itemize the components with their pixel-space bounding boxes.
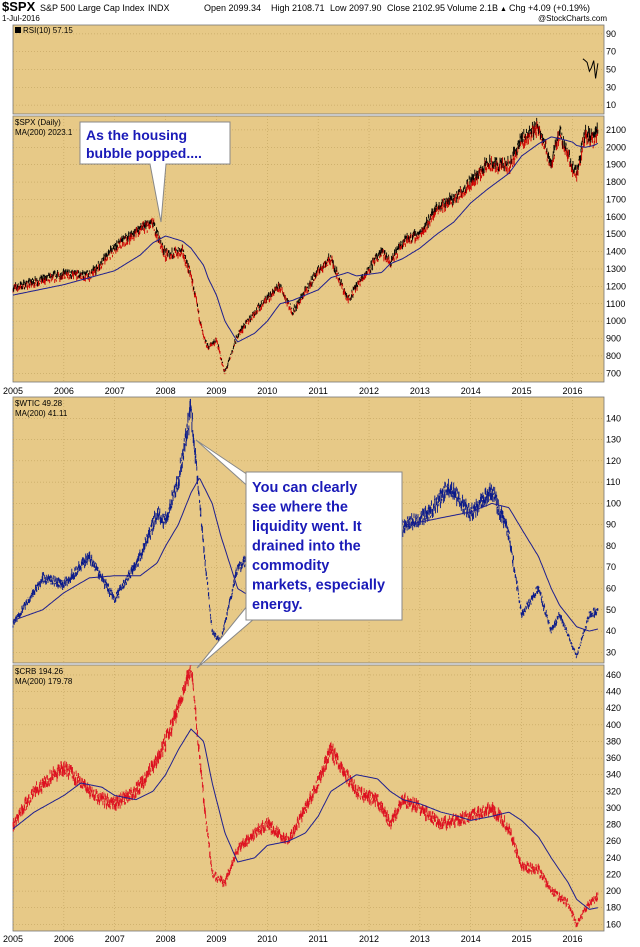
spx-y-tick-label: 1100 (606, 299, 625, 309)
wtic-y-tick-label: 40 (606, 626, 616, 636)
rsi-y-tick-label: 30 (606, 82, 616, 92)
crb-y-tick-label: 260 (606, 836, 621, 846)
crb-y-tick-label: 320 (606, 786, 621, 796)
wtic-y-tick-label: 80 (606, 541, 616, 551)
rsi-legend-swatch (15, 27, 21, 33)
spx-x-tick-label: 2007 (105, 386, 125, 396)
rsi-panel (12, 24, 605, 115)
rsi-y-tick-label: 50 (606, 65, 616, 75)
wtic-y-tick-label: 30 (606, 647, 616, 657)
spx-y-tick-label: 1500 (606, 229, 626, 239)
wtic-y-tick-label: 50 (606, 605, 616, 615)
header-change-arrow: ▲ (500, 6, 507, 13)
wtic-y-tick-label: 140 (606, 413, 621, 423)
wtic-legend-price: $WTIC 49.28 (15, 399, 63, 408)
spx-y-tick-label: 1400 (606, 247, 626, 257)
spx-x-tick-label: 2009 (206, 386, 226, 396)
header-symbol: $SPX (2, 0, 36, 14)
crb-y-tick-label: 380 (606, 736, 621, 746)
spx-y-tick-label: 800 (606, 351, 621, 361)
wtic-y-tick-label: 120 (606, 456, 621, 466)
wtic-y-tick-label: 110 (606, 477, 620, 487)
header-open: Open 2099.34 (204, 3, 261, 13)
spx-y-tick-label: 1000 (606, 316, 626, 326)
rsi-y-tick-label: 70 (606, 47, 616, 57)
spx-ma200-line (12, 136, 599, 343)
spx-x-tick-label: 2008 (156, 386, 176, 396)
crb-price-series (12, 665, 599, 928)
spx-x-tick-label: 2010 (257, 386, 277, 396)
spx-legend-ma: MA(200) 2023.1 (15, 128, 73, 137)
spx-x-tick-label: 2012 (359, 386, 379, 396)
spx-x-tick-label: 2015 (512, 386, 532, 396)
spx-y-tick-label: 1800 (606, 177, 626, 187)
spx-y-tick-label: 2000 (606, 142, 626, 152)
spx-y-tick-label: 1700 (606, 194, 626, 204)
header-high: High 2108.71 (271, 3, 325, 13)
header-name: S&P 500 Large Cap Index (40, 3, 145, 13)
wtic-y-tick-label: 90 (606, 520, 616, 530)
header-volume: Volume 2.1B (447, 3, 498, 13)
wtic-y-tick-label: 70 (606, 562, 616, 572)
crb-y-tick-label: 180 (606, 903, 621, 913)
rsi-line (582, 58, 599, 79)
crb-y-tick-label: 340 (606, 770, 621, 780)
header-exchange: INDX (148, 3, 170, 13)
crb-y-tick-label: 220 (606, 869, 621, 879)
spx-price-series (12, 117, 599, 375)
spx-x-tick-label: 2005 (3, 386, 23, 396)
header-change: Chg +4.09 (+0.19%) (509, 3, 590, 13)
spx-x-tick-label: 2006 (54, 386, 74, 396)
wtic-price-series (12, 398, 599, 659)
wtic-y-tick-label: 60 (606, 584, 616, 594)
crb-y-tick-label: 300 (606, 803, 621, 813)
rsi-y-tick-label: 90 (606, 29, 616, 39)
wtic-y-tick-label: 130 (606, 435, 621, 445)
spx-y-tick-label: 900 (606, 334, 621, 344)
chart-header: $SPX S&P 500 Large Cap Index INDX Open 2… (2, 0, 607, 23)
spx-y-tick-label: 1300 (606, 264, 626, 274)
rsi-legend: RSI(10) 57.15 (23, 26, 73, 35)
spx-y-tick-label: 1900 (606, 160, 626, 170)
spx-x-tick-label: 2011 (308, 386, 327, 396)
rsi-y-tick-label: 10 (606, 100, 616, 110)
spx-x-tick-label: 2013 (410, 386, 430, 396)
spx-y-tick-label: 1200 (606, 281, 626, 291)
header-low: Low 2097.90 (330, 3, 382, 13)
crb-y-tick-label: 420 (606, 703, 621, 713)
spx-y-tick-label: 2100 (606, 125, 626, 135)
header-date: 1-Jul-2016 (2, 14, 40, 23)
spx-x-tick-label: 2014 (461, 386, 481, 396)
wtic-y-tick-label: 100 (606, 498, 621, 508)
crb-y-tick-label: 200 (606, 886, 621, 896)
spx-y-tick-label: 1600 (606, 212, 626, 222)
crb-y-tick-label: 360 (606, 753, 621, 763)
crb-y-tick-label: 240 (606, 853, 621, 863)
crb-y-tick-label: 440 (606, 687, 621, 697)
crb-y-tick-label: 400 (606, 720, 621, 730)
spx-y-tick-label: 700 (606, 368, 621, 378)
header-close: Close 2102.95 (387, 3, 445, 13)
spx-legend-price: $SPX (Daily) (15, 118, 61, 127)
wtic-legend-ma: MA(200) 41.11 (15, 409, 68, 418)
crb-y-tick-label: 460 (606, 670, 621, 680)
header-watermark: @StockCharts.com (538, 14, 607, 23)
crb-y-tick-label: 160 (606, 919, 621, 929)
crb-y-tick-label: 280 (606, 820, 621, 830)
spx-x-tick-label: 2016 (562, 386, 582, 396)
